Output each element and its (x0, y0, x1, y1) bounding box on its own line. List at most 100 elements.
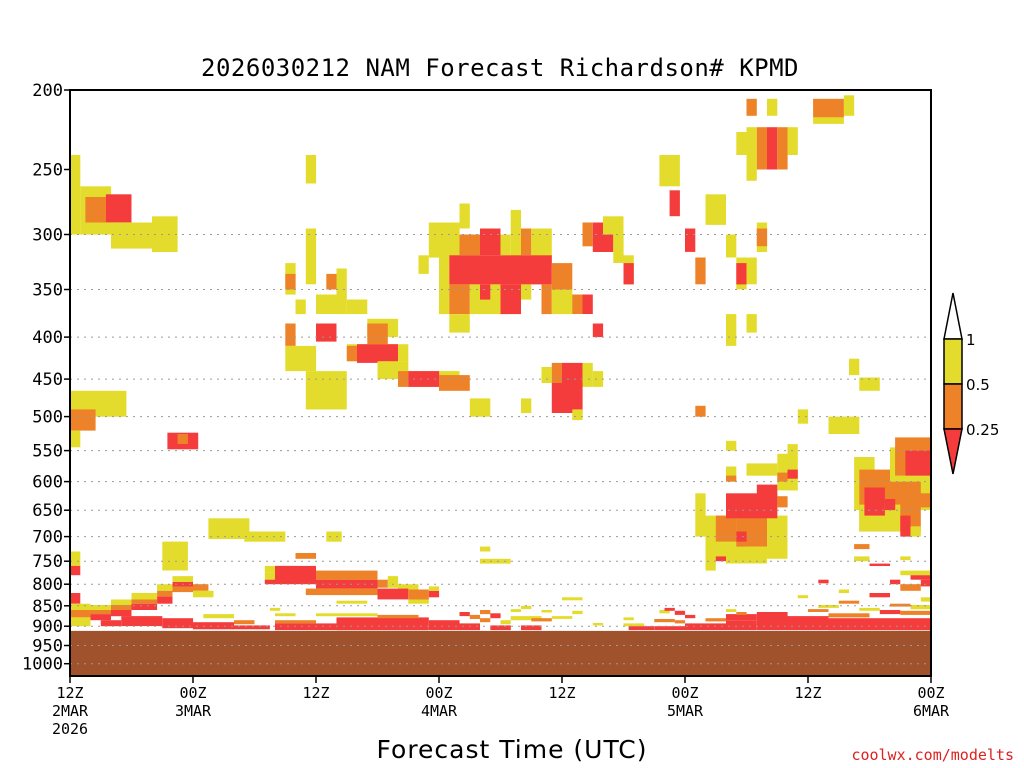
ri-cell (808, 609, 829, 612)
ri-cell (162, 541, 188, 571)
ri-cell (193, 584, 209, 591)
ri-cell (623, 617, 634, 621)
ri-cell (459, 234, 480, 256)
ri-cell (326, 273, 337, 290)
ri-cell (726, 546, 767, 564)
ri-cell (408, 371, 440, 387)
ri-cell (428, 620, 460, 631)
ri-cell (674, 620, 686, 624)
ri-cell (480, 618, 491, 623)
ri-cell (275, 565, 316, 585)
ri-cell (70, 610, 91, 618)
y-tick-label: 900 (32, 617, 63, 637)
ri-cell (408, 599, 429, 604)
ri-cell (705, 618, 726, 622)
ri-cell (234, 625, 270, 630)
ri-cell (920, 597, 931, 602)
x-tick-label: 2026 (52, 720, 88, 738)
ri-cell (669, 190, 680, 217)
ri-cell (387, 576, 399, 588)
x-axis-label: Forecast Time (UTC) (377, 735, 648, 764)
ri-cell (480, 610, 491, 615)
ri-cell (521, 284, 532, 300)
y-tick-label: 550 (32, 442, 63, 462)
ri-cell (398, 371, 409, 387)
ri-cell (705, 194, 726, 225)
ri-cell (551, 263, 573, 290)
ri-cell (121, 616, 163, 627)
ri-cell (177, 434, 188, 444)
legend-label: 1 (966, 331, 976, 349)
ri-cell (746, 314, 757, 333)
ri-cell (316, 323, 337, 342)
ri-cell (208, 518, 250, 540)
ri-cell (377, 588, 409, 600)
legend-label: 0.5 (966, 376, 990, 394)
ri-cell (336, 600, 368, 604)
ri-cell (746, 127, 757, 181)
ri-cell (900, 584, 921, 591)
ri-cell (828, 416, 860, 434)
ri-cell (726, 440, 737, 451)
ri-cell (864, 487, 885, 516)
ri-cell (285, 323, 296, 346)
ri-cell (377, 614, 419, 619)
ri-cell (203, 614, 235, 619)
y-tick-label: 750 (32, 552, 63, 572)
x-tick-label: 00Z (179, 684, 206, 702)
legend-bottom-arrow (943, 428, 963, 475)
ri-cell (695, 493, 706, 537)
colorbar-legend: 1 0.5 0.25 (943, 292, 999, 475)
ri-cell (756, 484, 778, 505)
ri-cell (480, 228, 501, 256)
ri-cell (521, 228, 532, 256)
ri-cell (756, 228, 768, 247)
ri-cell (500, 284, 521, 315)
ri-cell (90, 605, 111, 610)
ri-cell (628, 626, 655, 631)
ri-cell (920, 579, 931, 587)
ri-cell (828, 618, 931, 631)
ri-cell (449, 284, 470, 315)
ri-cell (459, 203, 470, 229)
ri-cell (726, 466, 737, 482)
ri-cell (105, 194, 132, 223)
ground-surface (70, 630, 931, 676)
ri-cell (264, 572, 276, 580)
ri-cell (736, 612, 747, 615)
chart-title: 2026030212 NAM Forecast Richardson# KPMD (201, 54, 799, 82)
ri-cell (111, 222, 152, 249)
ri-cell (828, 613, 870, 618)
ri-cell (428, 590, 440, 598)
ri-cell (131, 593, 158, 600)
ri-cell (469, 398, 491, 417)
ri-cell (377, 579, 388, 588)
ri-cell (900, 515, 911, 537)
ri-cell (111, 599, 132, 605)
ri-cell (428, 586, 440, 591)
ri-cell (777, 127, 788, 170)
ri-cell (854, 556, 870, 562)
ri-cell (449, 255, 552, 285)
ri-cell (572, 610, 583, 615)
ri-cell (562, 362, 583, 383)
legend-label: 0.25 (966, 421, 999, 439)
ri-cell (70, 617, 91, 627)
ri-cell (787, 444, 798, 491)
ri-cell (623, 623, 644, 627)
x-tick-label: 4MAR (421, 702, 458, 720)
ri-cell (531, 618, 552, 622)
ri-cell (490, 625, 511, 631)
ri-cell (726, 475, 737, 482)
ri-cell (915, 493, 931, 508)
ri-cell (490, 613, 501, 619)
ri-cell (157, 596, 173, 604)
ri-cell (305, 228, 317, 285)
ri-cell (797, 409, 809, 424)
x-tick-label: 00Z (917, 684, 944, 702)
ri-cell (613, 234, 624, 263)
ri-cell (777, 496, 788, 508)
ri-cell (664, 607, 675, 611)
ri-cell (859, 377, 880, 391)
ri-cell (480, 558, 511, 564)
